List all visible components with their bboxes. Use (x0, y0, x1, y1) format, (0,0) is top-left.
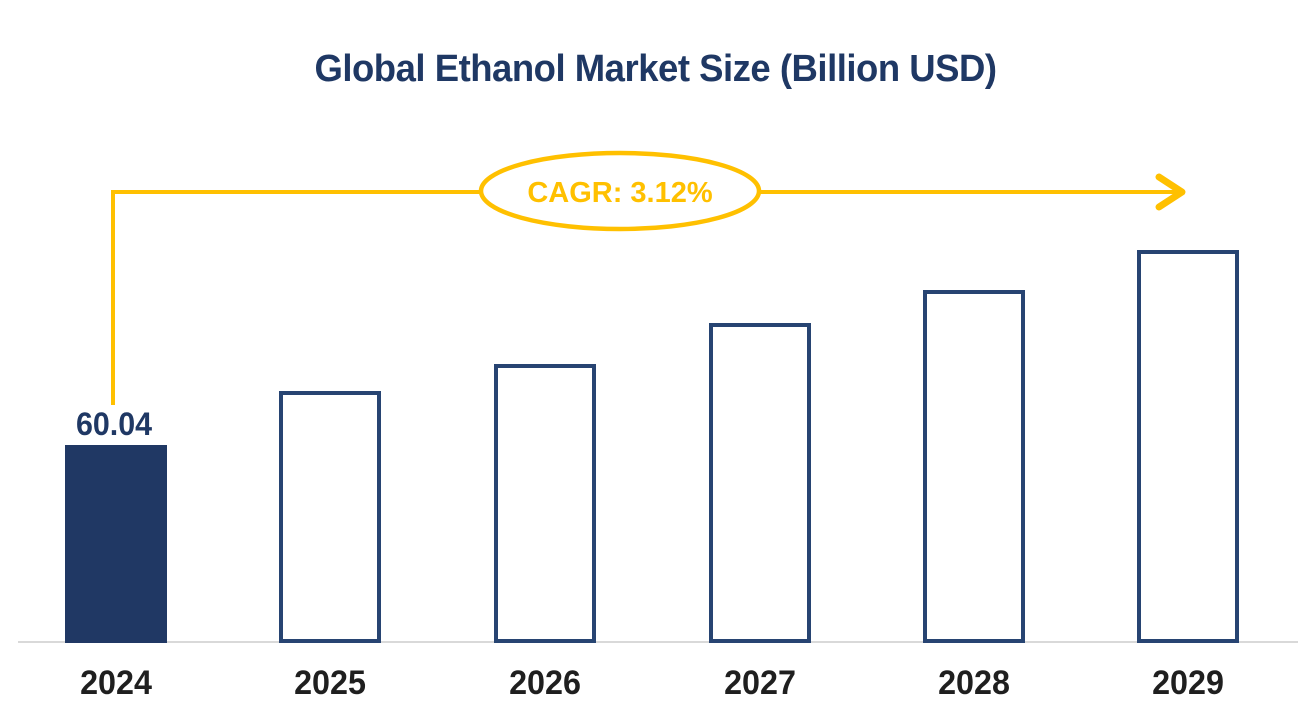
x-axis-label-2028: 2028 (938, 664, 1010, 702)
bar-2027 (709, 323, 811, 643)
x-axis-label-2026: 2026 (509, 664, 581, 702)
x-axis-label-2027: 2027 (724, 664, 796, 702)
bar-2026 (494, 364, 596, 643)
cagr-label: CAGR: 3.12% (527, 177, 713, 209)
bar-2029 (1137, 250, 1239, 643)
arrowhead-icon (1155, 173, 1186, 211)
bar-2024 (65, 445, 167, 643)
data-label-2024: 60.04 (75, 406, 153, 442)
chart-title: Global Ethanol Market Size (Billion USD) (314, 48, 997, 90)
bar-2028 (923, 290, 1025, 643)
x-axis-label-2024: 2024 (80, 664, 152, 702)
x-axis-line (18, 641, 1298, 643)
bar-2025 (279, 391, 381, 643)
x-axis-label-2025: 2025 (294, 664, 366, 702)
x-axis-label-2029: 2029 (1152, 664, 1224, 702)
cagr-ellipse (478, 150, 762, 232)
